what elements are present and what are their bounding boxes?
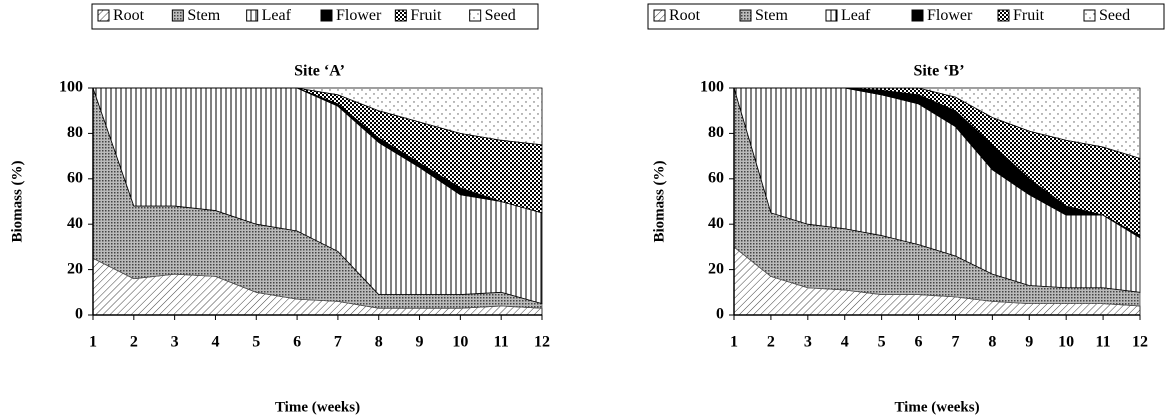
x-tick-label: 6 xyxy=(915,334,923,351)
x-tick-label: 7 xyxy=(334,334,342,351)
legend-label: Leaf xyxy=(841,7,871,24)
legend-box xyxy=(647,3,1165,30)
y-tick-label: 40 xyxy=(708,215,724,232)
y-tick-label: 40 xyxy=(67,215,83,232)
x-tick-label: 9 xyxy=(1025,334,1033,351)
x-tick-label: 5 xyxy=(878,334,886,351)
y-tick-label: 100 xyxy=(59,79,83,96)
x-tick-label: 8 xyxy=(988,334,996,351)
y-axis-label: Biomass (%) xyxy=(651,160,667,242)
x-tick-label: 3 xyxy=(804,334,812,351)
legend-label: Seed xyxy=(1099,7,1130,24)
y-tick-label: 20 xyxy=(708,260,724,277)
x-tick-label: 12 xyxy=(534,334,550,351)
legend-label: Stem xyxy=(755,7,788,24)
legend-label: Flower xyxy=(927,7,973,24)
x-tick-label: 1 xyxy=(730,334,738,351)
legend-swatch xyxy=(997,9,1010,22)
legend-swatch xyxy=(739,9,752,22)
legend-label: Leaf xyxy=(262,7,292,24)
legend-swatch xyxy=(825,9,838,22)
legend-swatch xyxy=(97,9,110,22)
legend-label: Seed xyxy=(485,7,516,24)
y-tick-label: 0 xyxy=(75,306,83,323)
x-tick-label: 10 xyxy=(1058,334,1074,351)
x-tick-label: 7 xyxy=(951,334,959,351)
chart-title: Site ‘A’ xyxy=(294,63,345,80)
legend-label: Stem xyxy=(187,7,220,24)
x-tick-label: 6 xyxy=(293,334,301,351)
x-tick-label: 2 xyxy=(130,334,138,351)
legend-label: Root xyxy=(113,7,145,24)
legend-swatch xyxy=(246,9,259,22)
legend-label: Root xyxy=(669,7,701,24)
legend-label: Flower xyxy=(336,7,382,24)
y-tick-label: 80 xyxy=(67,124,83,141)
x-tick-label: 1 xyxy=(89,334,97,351)
y-axis-label: Biomass (%) xyxy=(9,160,25,242)
legend-swatch xyxy=(469,9,482,22)
x-tick-label: 4 xyxy=(841,334,849,351)
y-tick-label: 80 xyxy=(708,124,724,141)
x-tick-label: 8 xyxy=(375,334,383,351)
x-tick-label: 5 xyxy=(252,334,260,351)
x-axis-label: Time (weeks) xyxy=(275,399,360,415)
y-tick-label: 60 xyxy=(67,169,83,186)
legend-box xyxy=(91,3,539,30)
x-tick-label: 3 xyxy=(171,334,179,351)
legend-swatch xyxy=(320,9,333,22)
legend-swatch xyxy=(911,9,924,22)
legend-swatch xyxy=(653,9,666,22)
y-tick-label: 100 xyxy=(700,79,724,96)
x-tick-label: 2 xyxy=(767,334,775,351)
y-tick-label: 60 xyxy=(708,169,724,186)
x-tick-label: 11 xyxy=(1096,334,1111,351)
legend-label: Fruit xyxy=(1013,7,1045,24)
legend-swatch xyxy=(394,9,407,22)
x-tick-label: 10 xyxy=(452,334,468,351)
chart-title: Site ‘B’ xyxy=(913,63,964,80)
x-tick-label: 9 xyxy=(416,334,424,351)
x-tick-label: 4 xyxy=(211,334,219,351)
legend-swatch xyxy=(1083,9,1096,22)
y-tick-label: 20 xyxy=(67,260,83,277)
legend-label: Fruit xyxy=(410,7,442,24)
x-axis-label: Time (weeks) xyxy=(894,399,979,415)
x-tick-label: 12 xyxy=(1132,334,1148,351)
area xyxy=(734,87,1141,159)
legend-swatch xyxy=(171,9,184,22)
y-tick-label: 0 xyxy=(716,306,724,323)
area xyxy=(93,87,543,146)
x-tick-label: 11 xyxy=(494,334,509,351)
